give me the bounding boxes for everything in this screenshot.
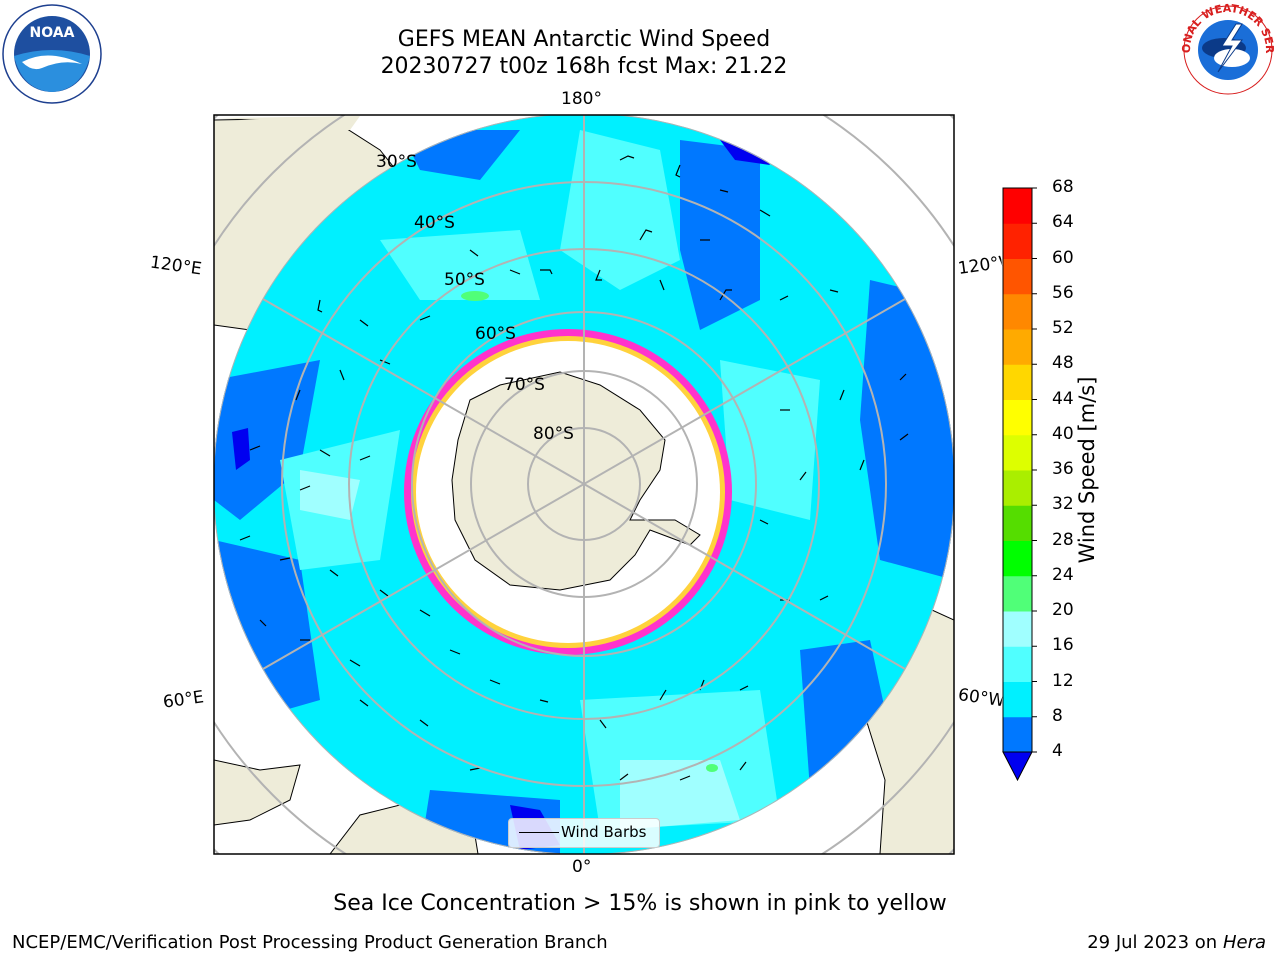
- colorbar-tick-label: 28: [1052, 529, 1074, 550]
- colorbar-tick-label: 16: [1052, 635, 1074, 656]
- lat-label-80s: 80°S: [533, 424, 574, 444]
- colorbar-tick-label: 48: [1052, 353, 1074, 374]
- footer-host: Hera: [1222, 932, 1266, 953]
- colorbar-tick-label: 40: [1052, 423, 1074, 444]
- colorbar-tick-label: 32: [1052, 494, 1074, 515]
- svg-text:NOAA: NOAA: [30, 25, 75, 41]
- sea-ice-caption: Sea Ice Concentration > 15% is shown in …: [333, 891, 947, 916]
- lat-label-70s: 70°S: [504, 375, 545, 395]
- colorbar-tick-label: 60: [1052, 247, 1074, 268]
- colorbar-tick-label: 8: [1052, 705, 1063, 726]
- lon-label-0: 0°: [572, 857, 592, 877]
- colorbar-tick-label: 20: [1052, 600, 1074, 620]
- antarctica-land: [451, 371, 701, 591]
- footer-branch: NCEP/EMC/Verification Post Processing Pr…: [12, 932, 608, 953]
- wind-barb-legend-line: [519, 832, 559, 833]
- noaa-logo: NOAA: [2, 4, 102, 104]
- colorbar-tick-label: 36: [1052, 459, 1074, 479]
- wind-barb-legend-label: Wind Barbs: [561, 823, 647, 841]
- nws-logo: NATIONAL WEATHER SERVICE: [1176, 0, 1276, 95]
- colorbar-tick-label: 52: [1052, 318, 1074, 338]
- map-frame: [213, 114, 955, 855]
- colorbar-tick-label: 44: [1052, 388, 1074, 409]
- lat-label-40s: 40°S: [414, 213, 455, 233]
- colorbar-tick-label: 4: [1052, 741, 1063, 761]
- australia-land-top: [214, 116, 360, 130]
- colorbar-tick-label: 68: [1052, 177, 1074, 197]
- footer-date: 29 Jul 2023 on Hera: [1087, 932, 1266, 953]
- colorbar-tick-label: 24: [1052, 564, 1074, 585]
- colorbar-title: Wind Speed [m/s]: [1075, 376, 1099, 564]
- footer-date-text: 29 Jul 2023 on: [1087, 932, 1223, 953]
- graticule: [214, 115, 954, 854]
- colorbar-tick-label: 12: [1052, 670, 1074, 691]
- lon-label-180: 180°: [561, 89, 602, 109]
- map-legend: Wind Barbs: [508, 818, 660, 848]
- chart-title: GEFS MEAN Antarctic Wind Speed: [397, 27, 771, 52]
- africa-land: [214, 759, 301, 826]
- lat-label-30s: 30°S: [376, 152, 417, 172]
- colorbar-tick-label: 56: [1052, 282, 1074, 303]
- lat-label-50s: 50°S: [444, 270, 485, 290]
- wind-barbs: [239, 155, 909, 781]
- colorbar-tick-label: 64: [1052, 212, 1074, 233]
- chart-subtitle: 20230727 t00z 168h fcst Max: 21.22: [380, 54, 788, 79]
- lat-label-60s: 60°S: [475, 324, 516, 344]
